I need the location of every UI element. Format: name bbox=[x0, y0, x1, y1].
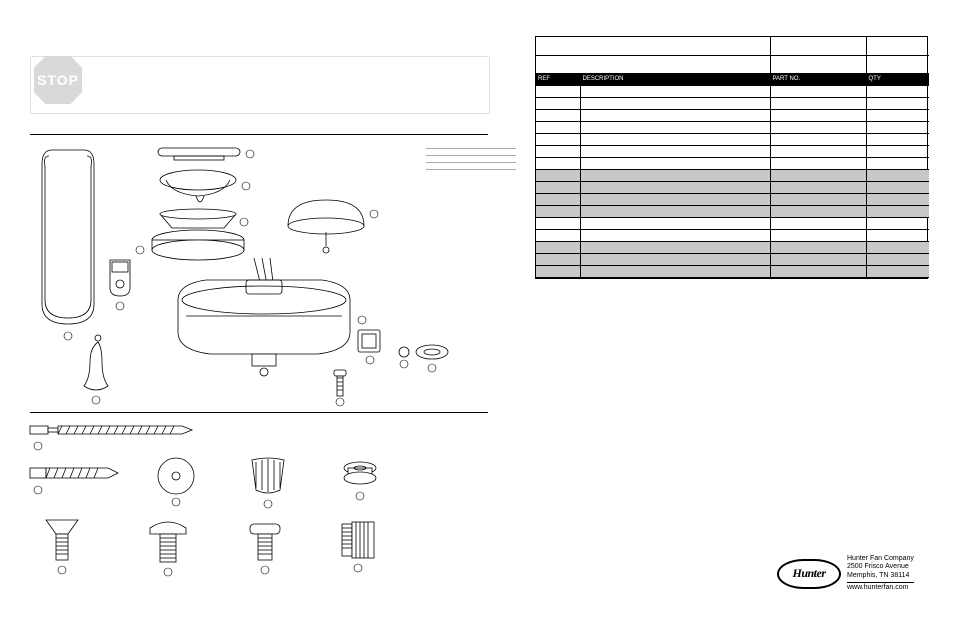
table-row bbox=[536, 253, 929, 265]
motor-assembly-icon bbox=[178, 258, 350, 376]
receiver-icon bbox=[358, 330, 380, 352]
table-row bbox=[536, 133, 929, 145]
table-row bbox=[536, 193, 929, 205]
footer: Hunter Hunter Fan Company 2500 Frisco Av… bbox=[777, 555, 914, 593]
table-row bbox=[536, 217, 929, 229]
table-row bbox=[536, 169, 929, 181]
flathead-screw-icon bbox=[46, 520, 78, 560]
panhead-screw-icon bbox=[250, 524, 280, 560]
hunter-logo-icon: Hunter bbox=[777, 559, 841, 589]
footer-address: Hunter Fan Company 2500 Frisco Avenue Me… bbox=[847, 555, 914, 593]
canopy-icon bbox=[160, 170, 236, 202]
table-row bbox=[536, 241, 929, 253]
flat-washer-icon bbox=[158, 458, 194, 494]
hardware-diagram bbox=[0, 412, 520, 612]
table-row bbox=[536, 55, 929, 73]
table-row bbox=[536, 109, 929, 121]
pull-chain-icon bbox=[84, 335, 108, 390]
hex-screw-icon bbox=[342, 522, 374, 558]
exploded-view-diagram bbox=[0, 0, 520, 412]
table-row bbox=[536, 205, 929, 217]
medallion-icon bbox=[416, 345, 448, 359]
wood-screw-short-icon bbox=[30, 468, 118, 478]
bumper-icon bbox=[344, 462, 376, 484]
fan-blade-icon bbox=[42, 150, 94, 324]
light-kit-icon bbox=[288, 200, 364, 253]
wire-nut-icon bbox=[252, 458, 284, 493]
grommet-icon bbox=[399, 347, 409, 357]
table-row bbox=[536, 145, 929, 157]
table-row bbox=[536, 265, 929, 277]
blade-iron-icon bbox=[110, 260, 130, 296]
table-header-row: REF DESCRIPTION PART NO. QTY bbox=[536, 73, 929, 85]
parts-table: REF DESCRIPTION PART NO. QTY bbox=[535, 36, 928, 279]
table-row bbox=[536, 97, 929, 109]
roundhead-screw-icon bbox=[150, 522, 186, 562]
wood-screw-long-icon bbox=[30, 426, 192, 434]
canopy-trim-icon bbox=[160, 209, 236, 228]
table-row bbox=[536, 37, 929, 55]
table-row bbox=[536, 229, 929, 241]
table-row bbox=[536, 121, 929, 133]
motor-upper-icon bbox=[152, 230, 244, 260]
table-row bbox=[536, 181, 929, 193]
table-row bbox=[536, 85, 929, 97]
finial-icon bbox=[334, 370, 346, 396]
table-row bbox=[536, 157, 929, 169]
ceiling-plate-icon bbox=[158, 148, 240, 160]
